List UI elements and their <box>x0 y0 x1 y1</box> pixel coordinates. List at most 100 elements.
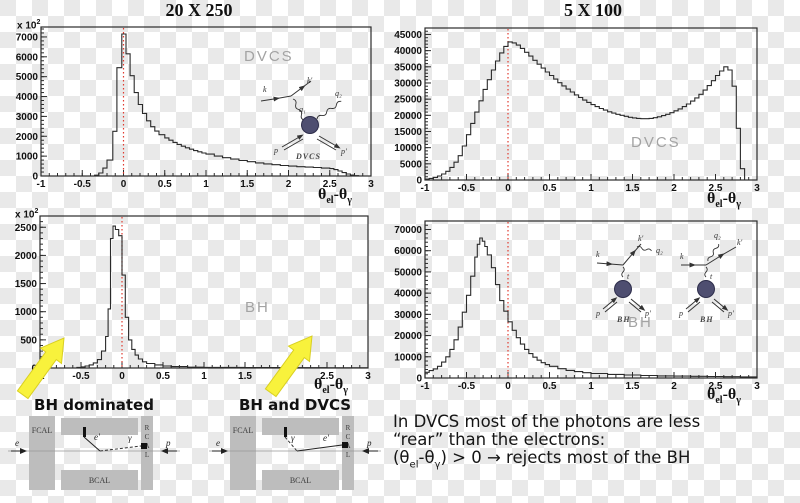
svg-text:0.5: 0.5 <box>543 381 557 392</box>
svg-text:0: 0 <box>416 176 422 187</box>
x-axis-label-top-left: θel-θγ <box>318 186 352 206</box>
multiplier-exponent: 2 <box>36 19 41 26</box>
label-k: k <box>596 250 600 259</box>
svg-text:2000: 2000 <box>15 251 38 262</box>
svg-text:20000: 20000 <box>394 111 422 122</box>
photon-label: γ <box>128 433 132 443</box>
detector-diagram-bh-and-dvcs: FCAL BCAL RCAL e p γ e' <box>209 412 381 498</box>
y-axis-multiplier-bottom-left: x 102 <box>15 208 38 220</box>
proton-label: p <box>367 438 372 448</box>
label-p: p <box>273 146 278 155</box>
svg-text:40000: 40000 <box>394 46 422 57</box>
gamma-subscript: γ <box>736 395 741 407</box>
feynman-diagrams-bh: k k' q₂ t p p' BH k k' q₂ t p p' BH <box>595 231 743 324</box>
svg-text:3000: 3000 <box>16 112 39 123</box>
caption-el-subscript: el <box>409 459 419 471</box>
svg-text:1: 1 <box>588 381 594 392</box>
caption-line-2: “rear” than the electrons: <box>393 430 606 449</box>
rcal-hit-marker <box>342 442 348 448</box>
svg-text:-1: -1 <box>421 183 430 194</box>
svg-text:0.5: 0.5 <box>156 371 170 382</box>
label-p-prime: p' <box>727 309 734 318</box>
label-k-prime: k' <box>638 234 644 243</box>
bcal-block: BCAL <box>262 470 339 490</box>
bcal-block: BCAL <box>61 470 138 490</box>
yellow-arrow-left <box>16 337 65 400</box>
label-q2: q₂ <box>714 231 721 240</box>
proton-blob <box>614 280 632 298</box>
bcal-label: BCAL <box>88 476 111 485</box>
svg-text:3: 3 <box>754 381 760 392</box>
minus-theta-symbol: -θ <box>329 376 344 393</box>
svg-text:1: 1 <box>203 179 209 190</box>
x-axis-label-top-right: θel-θγ <box>707 190 741 210</box>
histogram-bh-5x100: -1 -0.5 0 0.5 1 1.5 2 2.5 3 0 10000 20000 30000 40000… <box>394 220 760 392</box>
svg-text:-0.5: -0.5 <box>74 179 92 190</box>
gamma-subscript: γ <box>343 385 348 397</box>
label-k: k <box>263 85 267 94</box>
vertex-marker <box>83 427 86 437</box>
theta-symbol: θ <box>314 376 323 393</box>
bcal-label: BCAL <box>289 476 312 485</box>
detector-tracks <box>209 427 381 454</box>
svg-text:2500: 2500 <box>15 223 38 234</box>
rcal-label: RCAL <box>143 424 151 460</box>
svg-text:1.5: 1.5 <box>240 179 254 190</box>
minus-theta-symbol: -θ <box>722 386 737 403</box>
scattered-electron-track <box>83 436 101 452</box>
svg-text:1.5: 1.5 <box>238 371 252 382</box>
svg-text:1500: 1500 <box>15 279 38 290</box>
svg-text:2: 2 <box>671 183 677 194</box>
svg-text:15000: 15000 <box>394 127 422 138</box>
label-t: t <box>627 272 630 281</box>
svg-text:60000: 60000 <box>394 246 422 257</box>
label-q2: q₂ <box>656 246 663 255</box>
svg-text:3: 3 <box>368 179 374 190</box>
feynman-diagram-dvcs: k k' q₁ q₂ p p' DVCS <box>260 76 347 161</box>
y-axis-multiplier-top-left: x 102 <box>17 19 40 31</box>
el-subscript: el <box>322 385 330 397</box>
svg-text:2000: 2000 <box>16 132 39 143</box>
svg-text:6000: 6000 <box>16 52 39 63</box>
x-axis-label-bottom-left: θel-θγ <box>314 376 348 396</box>
multiplier-exponent: 2 <box>34 208 39 215</box>
svg-text:0: 0 <box>505 381 511 392</box>
svg-text:-0.5: -0.5 <box>72 371 90 382</box>
svg-text:0: 0 <box>416 374 422 385</box>
detector-title-bh-and-dvcs: BH and DVCS <box>238 396 352 414</box>
detector-tracks <box>8 427 180 454</box>
label-k: k <box>680 252 684 261</box>
vertex-marker <box>284 427 287 437</box>
photon-track <box>99 445 142 452</box>
svg-text:70000: 70000 <box>394 225 422 236</box>
fcal-block: FCAL <box>230 416 256 490</box>
x-axis-label-bottom-right: θel-θγ <box>707 386 741 406</box>
svg-text:5000: 5000 <box>400 159 423 170</box>
svg-text:3: 3 <box>365 371 371 382</box>
rcal-hit-marker <box>141 443 147 449</box>
proton-blob <box>697 280 715 298</box>
svg-text:10000: 10000 <box>394 352 422 363</box>
theta-symbol: θ <box>318 186 327 203</box>
photon-track <box>284 436 298 452</box>
scattered-electron-track <box>296 444 343 452</box>
label-p-prime: p' <box>340 147 347 156</box>
caption-theta-open: (θ <box>393 448 410 467</box>
label-q2: q₂ <box>335 89 342 98</box>
svg-text:0: 0 <box>119 371 125 382</box>
theta-symbol: θ <box>707 386 716 403</box>
label-k-prime: k' <box>737 238 743 247</box>
proton-label: p <box>166 438 171 448</box>
svg-text:4000: 4000 <box>16 92 39 103</box>
label-bh: BH <box>699 315 714 324</box>
electron-label: e <box>15 438 19 448</box>
histogram-dvcs-20x250: -1 -0.5 0 0.5 1 1.5 2 2.5 3 0 1000 2000 3000 4000 5000… <box>16 26 374 190</box>
svg-text:1.5: 1.5 <box>626 183 640 194</box>
detector-title-bh-dominated: BH dominated <box>34 396 154 414</box>
svg-text:0: 0 <box>32 172 38 183</box>
svg-text:2.5: 2.5 <box>709 183 723 194</box>
svg-text:2.5: 2.5 <box>323 179 337 190</box>
label-bh: BH <box>616 315 631 324</box>
svg-text:20000: 20000 <box>394 331 422 342</box>
